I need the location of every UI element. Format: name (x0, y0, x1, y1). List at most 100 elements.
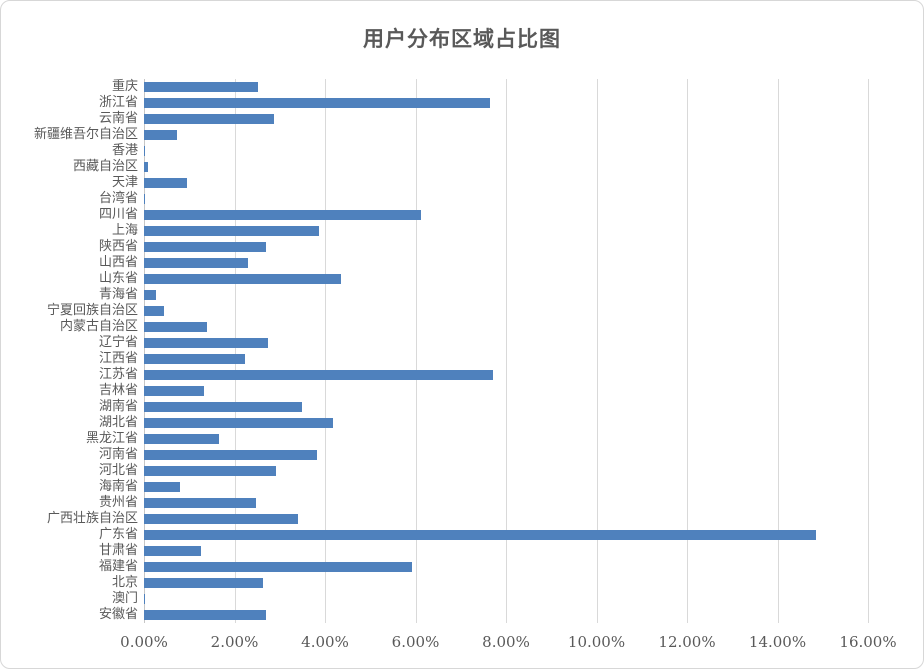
category-label: 江苏省 (98, 367, 138, 382)
category-label: 海南省 (98, 479, 138, 494)
gridline (777, 79, 779, 623)
bar-row (144, 79, 868, 95)
bar (144, 546, 201, 556)
category-label: 湖南省 (98, 399, 138, 414)
x-tick-label: 14.00% (748, 633, 807, 651)
gridline (325, 79, 326, 623)
bar (144, 338, 268, 348)
bar (144, 274, 341, 284)
category-label: 山东省 (98, 271, 138, 286)
x-tick-label: 16.00% (839, 633, 897, 651)
category-label: 四川省 (98, 207, 138, 222)
category-label: 上海 (111, 223, 138, 238)
bar (144, 178, 188, 188)
category-rows (144, 79, 868, 623)
bar (144, 354, 246, 364)
bar (144, 578, 263, 588)
bar-row (144, 239, 868, 255)
category-label: 内蒙古自治区 (59, 319, 138, 334)
gridline (687, 79, 688, 623)
bar-row (144, 511, 868, 527)
gridline (868, 79, 869, 623)
bar (144, 290, 157, 300)
bar (144, 450, 317, 460)
bar-row (144, 463, 868, 479)
bar-row (144, 591, 868, 607)
x-tick-label: 6.00% (391, 633, 440, 651)
bar (144, 530, 817, 540)
bar-row (144, 543, 868, 559)
x-tick-label: 0.00% (120, 633, 168, 651)
category-label: 湖北省 (98, 415, 138, 430)
bar-row (144, 447, 868, 463)
category-label: 安徽省 (98, 607, 138, 622)
bar-row (144, 95, 868, 111)
bar (144, 98, 490, 108)
category-label: 福建省 (98, 559, 138, 574)
bar-row (144, 111, 868, 127)
category-label: 广西壮族自治区 (46, 511, 138, 526)
bar-row (144, 575, 868, 591)
x-tick-label: 10.00% (567, 633, 626, 651)
bar (144, 146, 145, 156)
bar-row (144, 367, 868, 383)
chart-title: 用户分布区域占比图 (363, 28, 561, 51)
bar (144, 594, 145, 604)
bar-row (144, 175, 868, 191)
category-label: 辽宁省 (98, 335, 138, 350)
category-label: 吉林省 (98, 383, 138, 398)
bar-row (144, 431, 868, 447)
bar-row (144, 479, 868, 495)
category-label: 黑龙江省 (85, 431, 138, 446)
bar (144, 258, 249, 268)
gridline (596, 79, 598, 623)
bar (144, 610, 267, 620)
bar-row (144, 383, 868, 399)
category-label: 贵州省 (98, 495, 138, 510)
bar (144, 402, 302, 412)
bar (144, 130, 178, 140)
category-label: 宁夏回族自治区 (46, 303, 138, 318)
bar-row (144, 351, 868, 367)
bar (144, 514, 298, 524)
category-label: 云南省 (98, 111, 138, 126)
bar (144, 434, 220, 444)
category-label: 西藏自治区 (72, 159, 138, 174)
category-label: 澳门 (111, 591, 138, 606)
bar-row (144, 223, 868, 239)
value-axis-line (144, 79, 145, 623)
bar (144, 242, 266, 252)
category-label: 青海省 (98, 287, 138, 302)
category-label: 江西省 (98, 351, 138, 366)
category-label: 河南省 (98, 447, 138, 462)
category-label: 香港 (111, 143, 138, 158)
category-label: 河北省 (98, 463, 138, 478)
bar-row (144, 271, 868, 287)
bar (144, 466, 276, 476)
gridline (234, 79, 236, 623)
x-axis: 0.00% 2.00% 4.00% 6.00% 8.00% 10.00% 12.00% 14.… (120, 633, 896, 657)
category-label: 重庆 (111, 79, 138, 94)
gridline (415, 79, 417, 623)
bar-row (144, 495, 868, 511)
bar-row (144, 207, 868, 223)
bar-row (144, 415, 868, 431)
category-label: 陕西省 (98, 239, 138, 254)
bar (144, 210, 421, 220)
bar-row (144, 527, 868, 543)
category-label: 广东省 (98, 527, 138, 542)
bar (144, 386, 204, 396)
bar-row (144, 143, 868, 159)
bar-row (144, 159, 868, 175)
bar (144, 162, 149, 172)
category-label: 浙江省 (98, 95, 138, 110)
category-label: 山西省 (98, 255, 138, 270)
bar-row (144, 399, 868, 415)
x-tick-label: 4.00% (301, 633, 349, 651)
category-label: 台湾省 (98, 191, 138, 206)
bar-row (144, 191, 868, 207)
bar-row (144, 127, 868, 143)
bar-row (144, 319, 868, 335)
bar-row (144, 607, 868, 623)
bar (144, 370, 494, 380)
